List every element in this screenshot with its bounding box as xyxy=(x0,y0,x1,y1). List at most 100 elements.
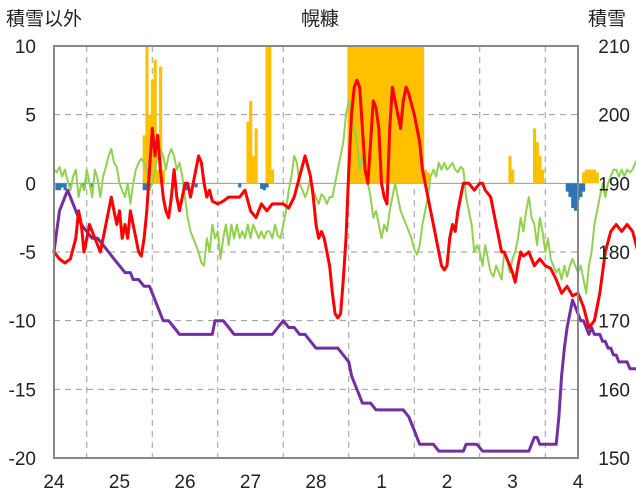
snow_change-bar xyxy=(573,183,578,211)
left-tick-label: 5 xyxy=(25,106,36,127)
snow_change-bar xyxy=(565,183,569,192)
precipitation-bar xyxy=(363,46,367,184)
precipitation-bar xyxy=(584,169,588,184)
right-tick-label: 190 xyxy=(598,174,630,195)
x-tick-label: 24 xyxy=(43,472,65,493)
right-tick-label: 170 xyxy=(598,312,630,333)
snow_change-bar xyxy=(265,183,269,188)
left-tick-label: 10 xyxy=(15,37,36,58)
precipitation-bar xyxy=(159,66,163,184)
plot-frame xyxy=(53,45,579,459)
precipitation-bar xyxy=(382,46,386,184)
left-tick-label: -10 xyxy=(9,312,36,333)
snow_change-bar xyxy=(194,183,198,188)
precipitation-bar xyxy=(404,46,408,184)
precipitation-bar xyxy=(268,46,272,184)
x-tick-label: 27 xyxy=(240,472,261,493)
x-tick-label: 28 xyxy=(305,472,326,493)
snow_change-bar xyxy=(142,183,146,191)
precipitation-bar xyxy=(541,169,545,184)
left-tick-label: -20 xyxy=(9,449,36,470)
right-axis-ticks: 210 200 190 180 170 160 150 xyxy=(598,37,630,470)
precipitation-bar xyxy=(251,155,255,184)
precipitation-bar xyxy=(265,46,269,184)
snow_change-bar xyxy=(571,183,575,209)
precipitation-bar xyxy=(535,142,539,184)
precipitation-bar xyxy=(391,46,395,184)
snow_change-bar xyxy=(60,183,64,188)
right-tick-label: 160 xyxy=(598,380,630,401)
precipitation-bar xyxy=(582,172,586,184)
precipitation-bar xyxy=(593,169,597,184)
left-tick-label: -15 xyxy=(9,380,36,401)
right-tick-label: 180 xyxy=(598,243,630,264)
precipitation-bar xyxy=(538,155,542,184)
right-tick-label: 200 xyxy=(598,106,630,127)
precipitation-bar xyxy=(532,128,537,184)
x-tick-label: 2 xyxy=(442,472,453,493)
snow_change-bar xyxy=(238,183,242,188)
left-tick-label: 0 xyxy=(25,174,36,195)
snow_change-bar xyxy=(579,183,583,198)
precipitation-bar xyxy=(385,46,389,184)
precipitation-bar xyxy=(270,169,275,184)
precipitation-bar xyxy=(355,46,359,184)
precipitation-bar xyxy=(254,128,258,184)
chart-title: 幌糠 xyxy=(301,7,339,30)
precipitation-bar xyxy=(415,46,419,184)
snow_change-bar xyxy=(55,183,59,191)
right-tick-label: 210 xyxy=(598,37,630,58)
grid xyxy=(54,45,578,459)
precipitation-bar xyxy=(595,172,599,184)
precipitation-bar xyxy=(358,46,362,184)
x-tick-label: 25 xyxy=(109,472,130,493)
precipitation-bar xyxy=(142,135,146,184)
precipitation-bar xyxy=(246,121,250,184)
precipitation-bar xyxy=(352,46,356,184)
series-lines xyxy=(52,78,636,453)
snow_change-bar xyxy=(58,183,62,191)
precipitation-bar xyxy=(401,46,406,184)
precipitation-bar xyxy=(156,169,160,184)
precipitation-bar xyxy=(153,59,157,184)
right-tick-label: 150 xyxy=(598,449,630,470)
x-tick-label: 1 xyxy=(376,472,387,493)
precipitation-bar xyxy=(407,46,411,184)
temperature-line xyxy=(52,78,636,329)
precipitation-bar xyxy=(410,46,414,184)
snow_change-bar xyxy=(568,183,572,198)
humidity_like-line xyxy=(53,99,636,295)
precipitation-bar xyxy=(347,46,351,184)
precipitation-bar xyxy=(426,172,430,184)
precipitation-bar xyxy=(380,46,384,184)
snow_change-bar xyxy=(260,183,264,189)
precipitation-bar xyxy=(161,169,165,184)
precipitation-bar xyxy=(587,169,591,184)
snow_change-bar xyxy=(262,183,266,191)
precipitation-bar xyxy=(423,169,427,184)
x-tick-label: 3 xyxy=(507,472,518,493)
precipitation-bar xyxy=(366,46,370,184)
snow_depth-line xyxy=(52,188,636,453)
x-tick-label: 26 xyxy=(174,472,195,493)
precipitation-bar xyxy=(418,46,422,184)
left-tick-label: -5 xyxy=(19,243,36,264)
snow-change-bars xyxy=(55,183,586,211)
right-axis-title: 積雪 xyxy=(588,8,626,30)
left-axis-title: 積雪以外 xyxy=(6,8,82,30)
precipitation-bar xyxy=(508,155,512,184)
precipitation-bar xyxy=(369,46,373,184)
precipitation-bar xyxy=(377,46,381,184)
snow_change-bar xyxy=(582,183,586,192)
precipitation-bar xyxy=(393,46,397,184)
left-axis-ticks: 10 5 0 -5 -10 -15 -20 xyxy=(9,37,36,470)
snow_change-bar xyxy=(63,183,67,191)
precipitation-bar xyxy=(511,169,515,184)
x-axis-ticks: 242526272812345 xyxy=(43,472,584,493)
precipitation-bar xyxy=(421,46,425,184)
x-tick-label: 4 xyxy=(573,472,584,493)
precipitation-bar xyxy=(145,46,149,184)
precipitation-bar xyxy=(249,100,253,184)
precipitation-bar xyxy=(590,169,594,184)
